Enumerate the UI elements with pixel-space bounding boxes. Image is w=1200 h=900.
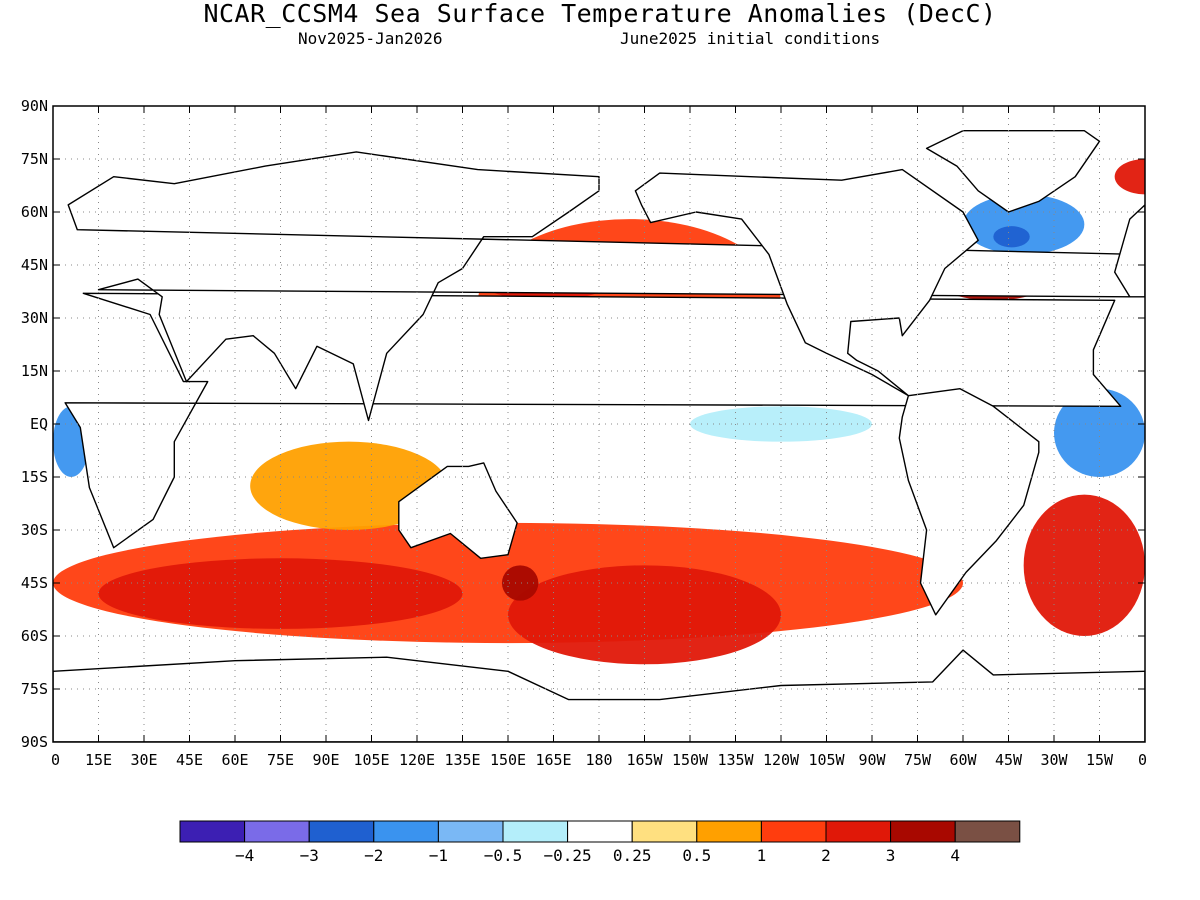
- lon-tick-label: 180: [585, 751, 612, 769]
- continent-southamerica: [898, 388, 1040, 616]
- lon-tick-label: 0: [51, 751, 60, 769]
- lat-tick-label: 60S: [21, 627, 48, 645]
- continent-greenland: [925, 129, 1101, 213]
- colorbar-label: −0.25: [544, 846, 592, 865]
- colorbar-swatch: [244, 820, 310, 843]
- anomaly-region-14: [1114, 159, 1145, 195]
- colorbar-label: −4: [235, 846, 254, 865]
- lon-tick-label: 150E: [490, 751, 526, 769]
- lat-tick-label: 90S: [21, 733, 48, 751]
- lon-tick-label: 120E: [399, 751, 435, 769]
- colorbar-swatch: [890, 820, 956, 843]
- lon-tick-label: 60W: [949, 751, 977, 769]
- lat-tick-label: 45S: [21, 574, 48, 592]
- lon-tick-label: 60E: [221, 751, 248, 769]
- lon-tick-label: 75W: [904, 751, 932, 769]
- lon-tick-label: 165W: [626, 751, 663, 769]
- initial-conditions: June2025 initial conditions: [620, 29, 881, 48]
- colorbar-label: 4: [950, 846, 960, 865]
- colorbar-swatch: [631, 820, 698, 843]
- lat-tick-label: EQ: [30, 415, 48, 433]
- continent-outlines: [53, 129, 1145, 742]
- lon-tick-label: 45E: [176, 751, 203, 769]
- colorbar-label: 2: [821, 846, 831, 865]
- anomaly-region-13: [1023, 494, 1145, 636]
- lon-tick-label: 105W: [808, 751, 845, 769]
- lat-tick-label: 75S: [21, 680, 48, 698]
- colorbar-label: 3: [886, 846, 896, 865]
- colorbar-swatch: [502, 820, 569, 843]
- lat-tick-label: 30N: [21, 309, 48, 327]
- colorbar-label: −2: [364, 846, 383, 865]
- continent-australia: [398, 462, 518, 559]
- colorbar-swatch: [437, 820, 504, 843]
- colorbar-label: 1: [757, 846, 767, 865]
- continent-eurasia: [67, 151, 1140, 422]
- lon-tick-label: 30W: [1040, 751, 1068, 769]
- anomaly-region-8: [963, 194, 1085, 255]
- colorbar-swatch: [567, 820, 633, 843]
- anomaly-region-1: [98, 558, 463, 629]
- anomaly-region-15: [250, 441, 448, 530]
- lon-tick-label: 135E: [444, 751, 480, 769]
- colorbar-label: −1: [429, 846, 448, 865]
- lat-tick-label: 15N: [21, 362, 48, 380]
- continent-northamerica: [634, 168, 979, 397]
- map-title: NCAR_CCSM4 Sea Surface Temperature Anoma…: [203, 0, 997, 28]
- lon-tick-label: 105E: [353, 751, 389, 769]
- lon-tick-label: 45W: [995, 751, 1023, 769]
- lat-tick-label: 60N: [21, 203, 48, 221]
- colorbar-swatch: [954, 820, 1021, 843]
- anomaly-region-3: [501, 565, 539, 601]
- continent-africa: [64, 292, 1122, 549]
- grid-lines: [53, 106, 1145, 742]
- colorbar-label: −0.5: [484, 846, 523, 865]
- colorbar-label: −3: [300, 846, 319, 865]
- lon-tick-label: 120W: [763, 751, 800, 769]
- continent-western-europe: [1113, 203, 1145, 298]
- forecast-period: Nov2025-Jan2026: [298, 29, 443, 48]
- lat-tick-label: 45N: [21, 256, 48, 274]
- colorbar-swatch: [373, 820, 439, 843]
- lon-tick-label: 165E: [535, 751, 571, 769]
- lon-tick-label: 90E: [312, 751, 339, 769]
- anomaly-region-11: [1054, 388, 1145, 478]
- colorbar-label: 0.25: [613, 846, 652, 865]
- colorbar-swatch: [696, 820, 762, 843]
- colorbar-swatch: [760, 820, 827, 843]
- lon-tick-label: 30E: [130, 751, 157, 769]
- colorbar-swatch: [308, 820, 375, 843]
- colorbar-swatch: [825, 820, 892, 843]
- lon-tick-label: 150W: [672, 751, 709, 769]
- continent-antarctica: [53, 649, 1145, 742]
- colorbar-label: 0.5: [682, 846, 711, 865]
- colorbar-swatch: [179, 820, 246, 843]
- lon-tick-label: 90W: [858, 751, 886, 769]
- anomaly-region-2: [508, 565, 781, 665]
- colorbar: −4 −3 −2 −1 −0.5 −0.25 0.25 0.5 1 2 3 4: [179, 820, 1021, 865]
- anomaly-region-9: [993, 226, 1030, 248]
- lon-tick-label: 135W: [717, 751, 754, 769]
- lon-tick-label: 15W: [1086, 751, 1114, 769]
- lon-tick-label: 0: [1138, 751, 1147, 769]
- anomaly-field: [53, 159, 1145, 665]
- lat-tick-label: 15S: [21, 468, 48, 486]
- lon-tick-label: 15E: [85, 751, 112, 769]
- lat-tick-label: 30S: [21, 521, 48, 539]
- lat-tick-label: 75N: [21, 150, 48, 168]
- lat-tick-label: 90N: [21, 97, 48, 115]
- lon-tick-label: 75E: [267, 751, 294, 769]
